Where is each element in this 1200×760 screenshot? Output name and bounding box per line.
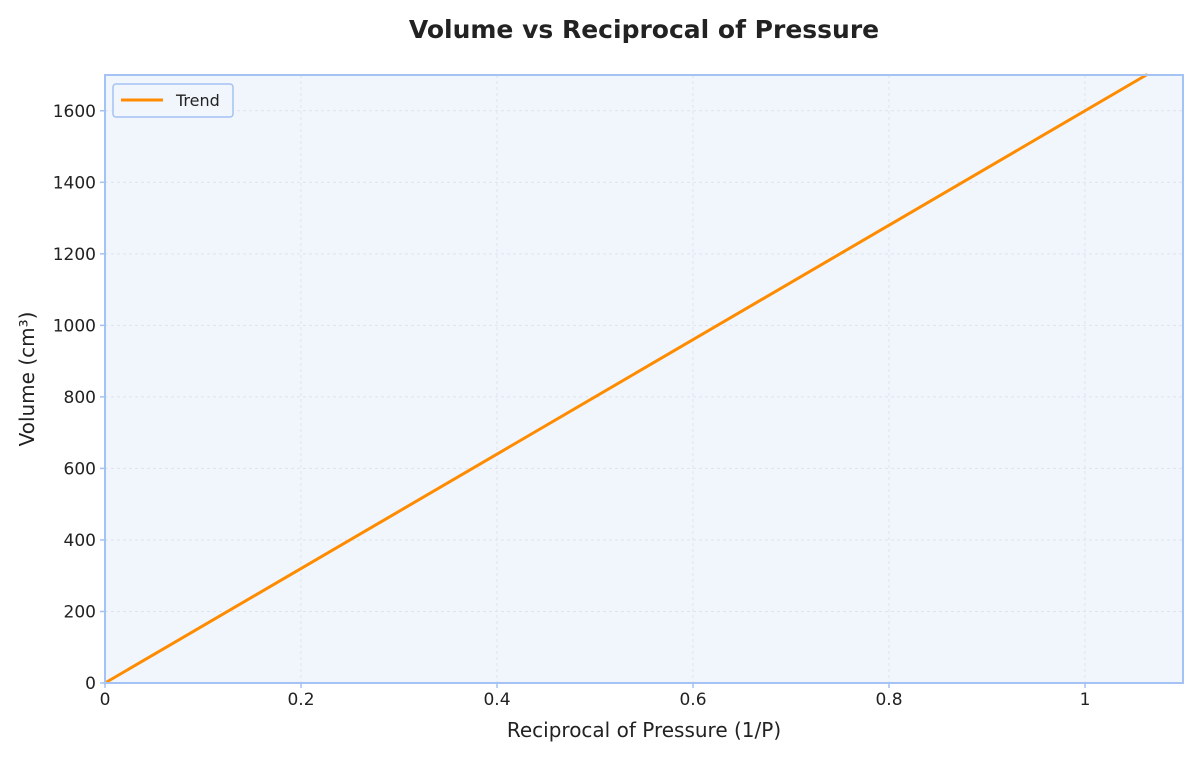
plot-frame: [104, 74, 1184, 684]
x-tick-label: 0.6: [679, 690, 706, 710]
legend-box: [112, 83, 234, 118]
plot-background: [105, 75, 1183, 683]
y-axis-ticks: 0 200 400 600 800 1000 1200 1400 1600: [53, 102, 105, 694]
grid-lines: [105, 75, 1183, 683]
legend: Trend: [112, 83, 234, 118]
series-layer: [105, 75, 1146, 683]
x-tick-label: 1: [1080, 690, 1091, 710]
x-axis-ticks: 0 0.2 0.4 0.6 0.8 1: [100, 683, 1091, 710]
y-tick-label: 1200: [53, 245, 96, 265]
y-tick-label: 600: [64, 459, 96, 479]
y-tick-label: 1600: [53, 102, 96, 122]
x-tick-label: 0.8: [875, 690, 902, 710]
y-tick-label: 800: [64, 388, 96, 408]
y-tick-label: 1400: [53, 173, 96, 193]
y-tick-label: 0: [85, 674, 96, 694]
x-axis-label: Reciprocal of Pressure (1/P): [507, 718, 781, 742]
x-tick-label: 0: [100, 690, 111, 710]
y-tick-label: 1000: [53, 316, 96, 336]
x-tick-label: 0.2: [287, 690, 314, 710]
y-tick-label: 400: [64, 531, 96, 551]
y-tick-label: 200: [64, 602, 96, 622]
y-axis-label: Volume (cm³): [15, 312, 39, 447]
legend-label-trend: Trend: [175, 91, 220, 110]
x-tick-label: 0.4: [483, 690, 510, 710]
chart-title: Volume vs Reciprocal of Pressure: [409, 15, 879, 44]
series-line-trend: [105, 75, 1146, 683]
